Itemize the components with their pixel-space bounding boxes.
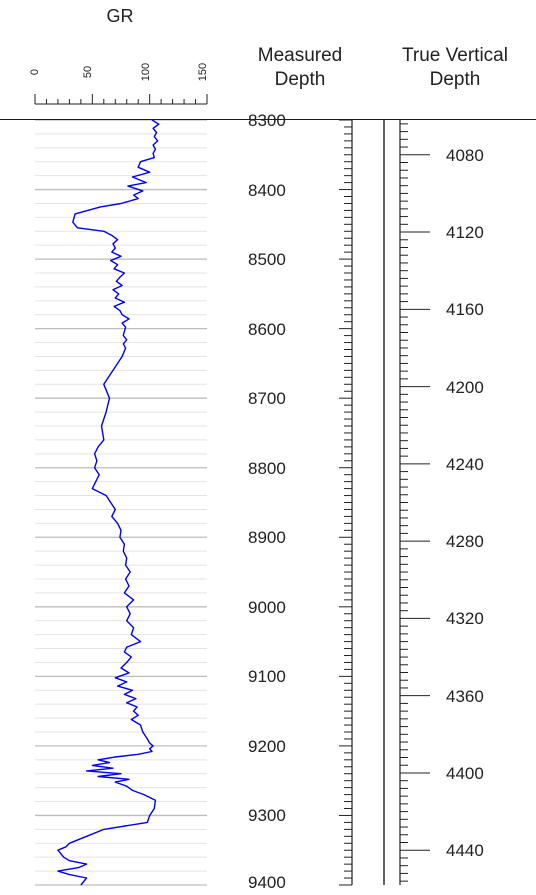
tvd-tick-label: 4160: [446, 300, 484, 320]
md-tick-label: 8600: [248, 319, 286, 339]
tvd-tick-label: 4440: [446, 841, 484, 861]
tvd-tick-label: 4360: [446, 686, 484, 706]
md-tick-label: 8700: [248, 389, 286, 409]
tvd-tick-label: 4280: [446, 532, 484, 552]
tvd-title-line1: True Vertical: [402, 45, 508, 66]
md-tick-label: 8900: [248, 528, 286, 548]
md-tick-label: 8800: [248, 458, 286, 478]
tvd-title-line2: Depth: [429, 69, 481, 90]
md-tick-label: 8400: [248, 180, 286, 200]
md-track-title: Measured Depth: [225, 44, 375, 92]
md-tick-label: 8500: [248, 250, 286, 270]
tvd-track-title: True Vertical Depth: [370, 44, 536, 92]
md-tick-label: 9300: [248, 806, 286, 826]
tvd-tick-label: 4080: [446, 145, 484, 165]
header-divider: [0, 119, 536, 120]
tvd-tick-label: 4200: [446, 377, 484, 397]
md-tick-label: 9000: [248, 597, 286, 617]
tvd-tick-label: 4400: [446, 763, 484, 783]
tvd-tick-label: 4320: [446, 609, 484, 629]
md-tick-label: 8300: [248, 111, 286, 130]
tvd-tick-label: 4120: [446, 223, 484, 243]
md-tick-label: 9400: [248, 873, 286, 892]
md-title-line1: Measured: [257, 45, 343, 66]
gr-curve: [57, 119, 160, 886]
md-tick-label: 9200: [248, 736, 286, 756]
gr-track-title: GR: [106, 6, 134, 26]
md-tick-label: 9100: [248, 667, 286, 687]
md-title-line2: Depth: [274, 69, 326, 90]
tvd-tick-label: 4240: [446, 454, 484, 474]
